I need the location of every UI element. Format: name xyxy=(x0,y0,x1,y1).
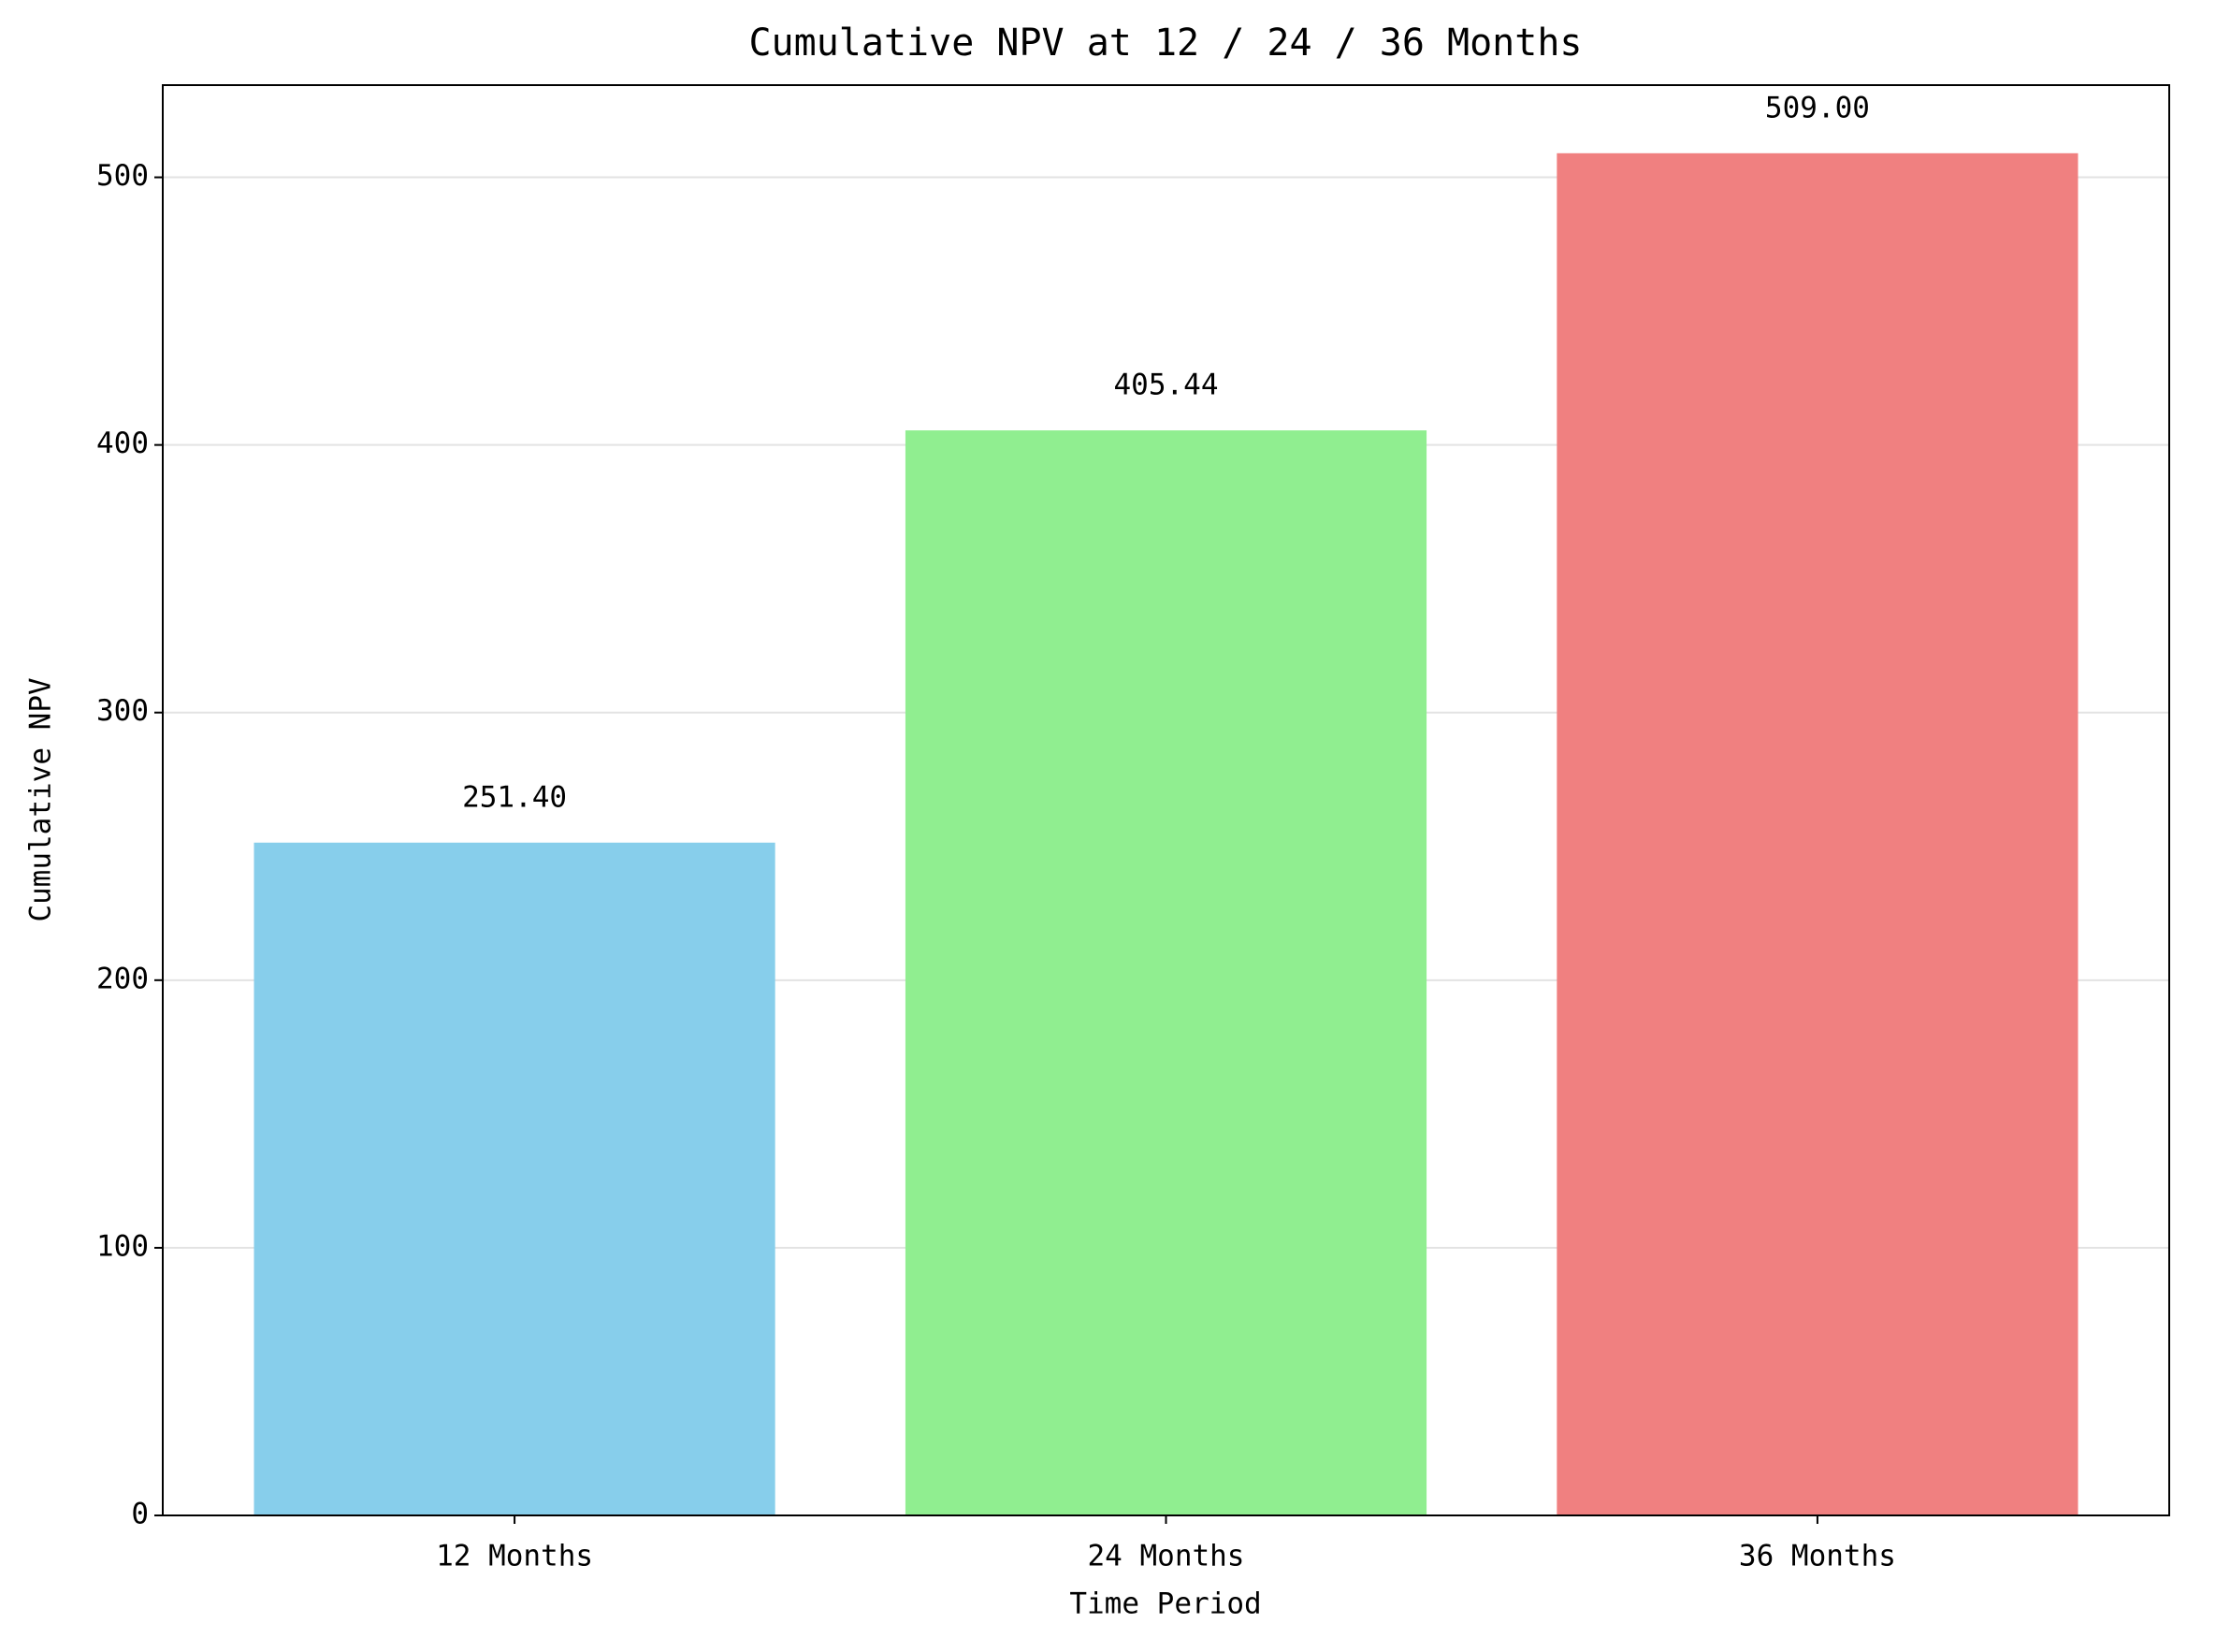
value-label: 509.00 xyxy=(1765,91,1870,124)
y-tick-label: 500 xyxy=(96,159,149,193)
chart-title: Cumulative NPV at 12 / 24 / 36 Months xyxy=(748,22,1582,65)
bar xyxy=(1557,152,2078,1515)
x-tick-label: 36 Months xyxy=(1739,1540,1896,1573)
y-tick-label: 200 xyxy=(96,962,149,995)
bar xyxy=(905,430,1427,1515)
value-label: 405.44 xyxy=(1114,369,1219,402)
y-tick-label: 0 xyxy=(131,1498,149,1531)
x-tick-label: 12 Months xyxy=(436,1540,593,1573)
y-tick-label: 300 xyxy=(96,694,149,728)
value-label: 251.40 xyxy=(462,780,567,814)
y-axis-label: Cumulative NPV xyxy=(24,677,58,921)
bar xyxy=(253,842,775,1515)
x-tick-label: 24 Months xyxy=(1088,1540,1245,1573)
y-tick-label: 100 xyxy=(96,1229,149,1263)
plot-frame xyxy=(162,84,2170,1516)
y-tick-label: 400 xyxy=(96,427,149,460)
x-axis-label: Time Period xyxy=(1069,1587,1261,1621)
